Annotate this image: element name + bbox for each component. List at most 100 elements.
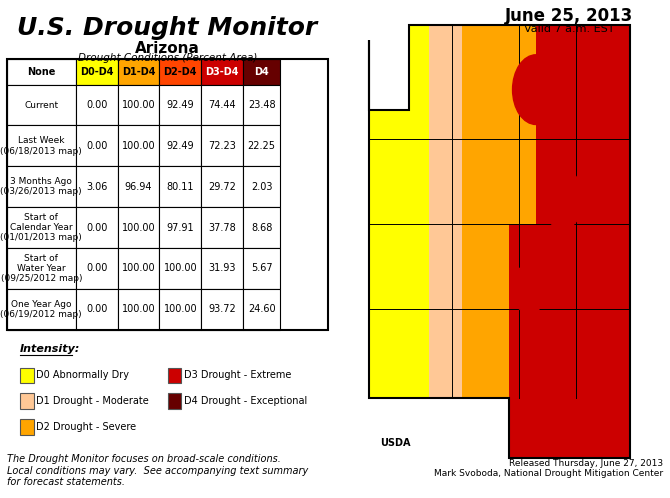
FancyBboxPatch shape xyxy=(159,125,201,166)
FancyBboxPatch shape xyxy=(76,85,118,125)
Text: 37.78: 37.78 xyxy=(208,223,236,233)
FancyBboxPatch shape xyxy=(118,85,159,125)
Text: 100.00: 100.00 xyxy=(122,223,155,233)
Text: 29.72: 29.72 xyxy=(208,182,236,192)
FancyBboxPatch shape xyxy=(168,393,181,409)
Text: D0-D4: D0-D4 xyxy=(80,67,113,77)
FancyBboxPatch shape xyxy=(7,125,76,166)
Text: 0.00: 0.00 xyxy=(86,141,107,151)
Text: 23.48: 23.48 xyxy=(248,100,275,110)
Text: Intensity:: Intensity: xyxy=(20,344,80,354)
Text: June 25, 2013: June 25, 2013 xyxy=(505,7,634,25)
Text: Current: Current xyxy=(24,101,58,110)
FancyBboxPatch shape xyxy=(201,166,243,207)
FancyBboxPatch shape xyxy=(76,59,118,85)
FancyBboxPatch shape xyxy=(168,368,181,383)
Text: 92.49: 92.49 xyxy=(167,141,194,151)
Text: 0.00: 0.00 xyxy=(86,263,107,273)
Text: D3 Drought - Extreme: D3 Drought - Extreme xyxy=(184,371,291,380)
FancyBboxPatch shape xyxy=(76,289,118,330)
Text: 80.11: 80.11 xyxy=(167,182,194,192)
Text: 74.44: 74.44 xyxy=(208,100,236,110)
Circle shape xyxy=(513,264,546,314)
FancyBboxPatch shape xyxy=(7,59,76,85)
FancyBboxPatch shape xyxy=(159,289,201,330)
FancyBboxPatch shape xyxy=(243,166,280,207)
Text: 92.49: 92.49 xyxy=(167,100,194,110)
Polygon shape xyxy=(429,25,630,458)
Text: D4: D4 xyxy=(254,67,269,77)
Text: 0.00: 0.00 xyxy=(86,100,107,110)
Text: 24.60: 24.60 xyxy=(248,304,275,314)
FancyBboxPatch shape xyxy=(243,125,280,166)
FancyBboxPatch shape xyxy=(243,248,280,289)
Text: 72.23: 72.23 xyxy=(208,141,236,151)
Text: One Year Ago
(06/19/2012 map): One Year Ago (06/19/2012 map) xyxy=(1,300,82,319)
FancyBboxPatch shape xyxy=(76,125,118,166)
Text: 8.68: 8.68 xyxy=(251,223,272,233)
Text: 100.00: 100.00 xyxy=(122,141,155,151)
FancyBboxPatch shape xyxy=(7,207,76,248)
Text: Start of
Water Year
(09/25/2012 map): Start of Water Year (09/25/2012 map) xyxy=(1,253,82,283)
FancyBboxPatch shape xyxy=(159,59,201,85)
FancyBboxPatch shape xyxy=(20,393,34,409)
FancyBboxPatch shape xyxy=(159,166,201,207)
FancyBboxPatch shape xyxy=(7,248,76,289)
Text: D3-D4: D3-D4 xyxy=(206,67,239,77)
Text: 0.00: 0.00 xyxy=(86,223,107,233)
FancyBboxPatch shape xyxy=(201,85,243,125)
FancyBboxPatch shape xyxy=(7,166,76,207)
FancyBboxPatch shape xyxy=(243,207,280,248)
FancyBboxPatch shape xyxy=(7,85,76,125)
FancyBboxPatch shape xyxy=(243,289,280,330)
FancyBboxPatch shape xyxy=(243,59,280,85)
Text: 97.91: 97.91 xyxy=(167,223,194,233)
Text: D2-D4: D2-D4 xyxy=(163,67,197,77)
Text: U.S. Drought Monitor: U.S. Drought Monitor xyxy=(17,16,318,40)
FancyBboxPatch shape xyxy=(243,85,280,125)
Text: None: None xyxy=(27,67,56,77)
Text: 22.25: 22.25 xyxy=(248,141,275,151)
FancyBboxPatch shape xyxy=(20,419,34,435)
Text: 96.94: 96.94 xyxy=(125,182,152,192)
FancyBboxPatch shape xyxy=(7,289,76,330)
Text: 31.93: 31.93 xyxy=(208,263,236,273)
Text: Valid 7 a.m. EST: Valid 7 a.m. EST xyxy=(524,24,615,34)
FancyBboxPatch shape xyxy=(118,207,159,248)
Text: 93.72: 93.72 xyxy=(208,304,236,314)
Text: USDA: USDA xyxy=(380,438,411,448)
Text: 2.03: 2.03 xyxy=(251,182,272,192)
Text: D1 Drought - Moderate: D1 Drought - Moderate xyxy=(36,396,149,406)
Text: D1-D4: D1-D4 xyxy=(122,67,155,77)
Text: 100.00: 100.00 xyxy=(122,100,155,110)
Text: 5.67: 5.67 xyxy=(251,263,273,273)
Text: Start of
Calendar Year
(01/01/2013 map): Start of Calendar Year (01/01/2013 map) xyxy=(1,213,82,243)
FancyBboxPatch shape xyxy=(118,125,159,166)
FancyBboxPatch shape xyxy=(201,125,243,166)
Text: 100.00: 100.00 xyxy=(122,304,155,314)
Text: Last Week
(06/18/2013 map): Last Week (06/18/2013 map) xyxy=(1,136,82,155)
FancyBboxPatch shape xyxy=(20,368,34,383)
Text: 3.06: 3.06 xyxy=(86,182,107,192)
Polygon shape xyxy=(369,25,630,458)
FancyBboxPatch shape xyxy=(201,59,243,85)
Polygon shape xyxy=(509,25,630,458)
FancyBboxPatch shape xyxy=(76,207,118,248)
FancyBboxPatch shape xyxy=(76,248,118,289)
FancyBboxPatch shape xyxy=(201,289,243,330)
FancyBboxPatch shape xyxy=(159,248,201,289)
Text: The Drought Monitor focuses on broad-scale conditions.
Local conditions may vary: The Drought Monitor focuses on broad-sca… xyxy=(7,454,308,488)
Polygon shape xyxy=(462,25,630,458)
Text: Released Thursday, June 27, 2013
Mark Svoboda, National Drought Mitigation Cente: Released Thursday, June 27, 2013 Mark Sv… xyxy=(434,459,663,478)
Text: 3 Months Ago
(03/26/2013 map): 3 Months Ago (03/26/2013 map) xyxy=(1,177,82,196)
Text: 0.00: 0.00 xyxy=(86,304,107,314)
Text: 100.00: 100.00 xyxy=(122,263,155,273)
Text: D4 Drought - Exceptional: D4 Drought - Exceptional xyxy=(184,396,307,406)
FancyBboxPatch shape xyxy=(118,289,159,330)
Text: 100.00: 100.00 xyxy=(163,304,197,314)
FancyBboxPatch shape xyxy=(201,248,243,289)
FancyBboxPatch shape xyxy=(118,248,159,289)
FancyBboxPatch shape xyxy=(159,207,201,248)
Text: Arizona: Arizona xyxy=(135,41,200,56)
FancyBboxPatch shape xyxy=(118,166,159,207)
